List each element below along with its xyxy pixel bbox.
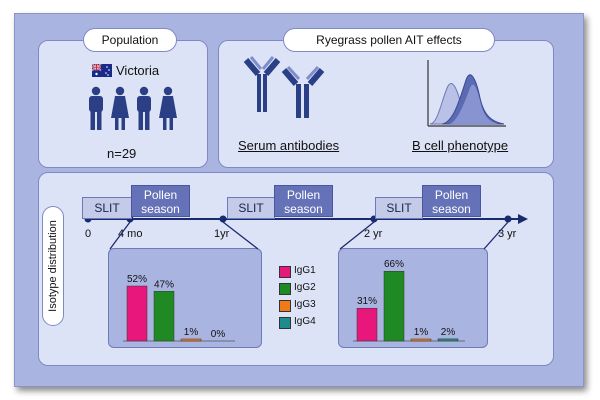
australia-flag-icon (92, 64, 112, 77)
tick-label: 1yr (214, 228, 230, 240)
person-icon (159, 86, 177, 130)
data-label: 1% (414, 327, 429, 338)
slit-block-1: SLIT (82, 197, 132, 219)
data-label: 0% (211, 329, 226, 340)
bar-igg4 (437, 338, 459, 342)
tick-label: 3 yr (498, 228, 517, 240)
antibody-icon (243, 56, 325, 118)
timeline-point (219, 215, 227, 223)
b-cell-phenotype-label: B cell phenotype (412, 138, 509, 153)
pollen-block-2: Pollen season (274, 185, 333, 217)
person-icon (137, 86, 151, 130)
person-icon (89, 86, 103, 130)
person-icons (89, 86, 177, 130)
slit-block-2: SLIT (227, 197, 275, 219)
data-label: 31% (357, 296, 377, 307)
population-location: Victoria (116, 63, 160, 78)
bar-igg2 (383, 270, 405, 342)
legend-swatch-igg3 (279, 300, 291, 312)
timeline-point (504, 215, 512, 223)
tick-label: 0 (85, 228, 92, 240)
bar-igg1 (126, 285, 148, 342)
legend-label: IgG3 (294, 299, 316, 310)
legend-swatch-igg4 (279, 317, 291, 329)
legend-label: IgG2 (294, 282, 316, 293)
legend-label: IgG1 (294, 265, 316, 276)
data-label: 66% (384, 259, 404, 270)
population-title: Population (83, 28, 177, 52)
slit-block-3: SLIT (375, 197, 423, 219)
population-n: n=29 (107, 146, 137, 161)
legend-label: IgG4 (294, 316, 316, 327)
legend-swatch-igg2 (279, 283, 291, 295)
person-icon (111, 86, 129, 130)
flow-histogram-icon (427, 60, 506, 127)
bar-igg2 (153, 291, 175, 342)
legend-swatch-igg1 (279, 266, 291, 278)
pollen-block-1: Pollen season (131, 185, 190, 217)
effects-title: Ryegrass pollen AIT effects (283, 28, 495, 52)
data-label: 1% (184, 327, 199, 338)
data-label: 52% (127, 274, 147, 285)
bar-igg3 (180, 338, 202, 342)
data-label: 47% (154, 279, 174, 290)
data-label: 2% (441, 327, 456, 338)
bar-igg3 (410, 338, 432, 342)
tick-label: 2 yr (364, 228, 383, 240)
serum-antibodies-label: Serum antibodies (238, 138, 340, 153)
pollen-block-3: Pollen season (422, 185, 481, 217)
bar-igg1 (356, 307, 378, 342)
